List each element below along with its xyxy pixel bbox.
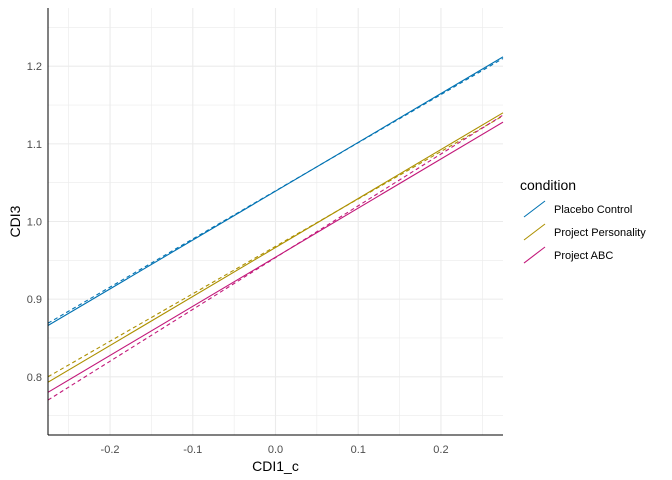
legend-key-2 [523, 246, 546, 264]
series-line-1 [47, 112, 504, 383]
series-line-0 [47, 56, 504, 327]
x-tick-labels: -0.2 -0.1 0.0 0.1 0.2 [101, 444, 449, 456]
y-axis-title: CDI3 [7, 205, 23, 237]
x-tick-label: -0.2 [101, 444, 120, 456]
dashed-line-1 [47, 115, 504, 378]
y-tick-label: 1.1 [27, 139, 42, 151]
legend-label-2: Project ABC [554, 250, 613, 262]
x-tick-label: 0.2 [433, 444, 448, 456]
x-axis-title: CDI1_c [252, 458, 299, 474]
major-gridlines [48, 8, 503, 435]
dashed-line-2 [47, 114, 504, 401]
y-tick-label: 1.0 [27, 217, 42, 229]
legend-label-0: Placebo Control [554, 204, 632, 216]
x-tick-label: -0.1 [183, 444, 202, 456]
y-tick-label: 0.8 [27, 372, 42, 384]
y-tick-labels: 0.8 0.9 1.0 1.1 1.2 [27, 61, 42, 384]
y-tick-label: 1.2 [27, 61, 42, 73]
legend: condition Placebo Control Project Persona… [520, 177, 646, 264]
legend-key-1 [523, 223, 546, 241]
dashed-line-0 [47, 57, 504, 324]
x-tick-label: 0.0 [268, 444, 283, 456]
legend-label-1: Project Personality [554, 227, 646, 239]
legend-key-0 [523, 200, 546, 218]
dashed-reference-lines [47, 57, 504, 401]
y-tick-label: 0.9 [27, 294, 42, 306]
x-tick-label: 0.1 [351, 444, 366, 456]
legend-title: condition [520, 177, 576, 193]
